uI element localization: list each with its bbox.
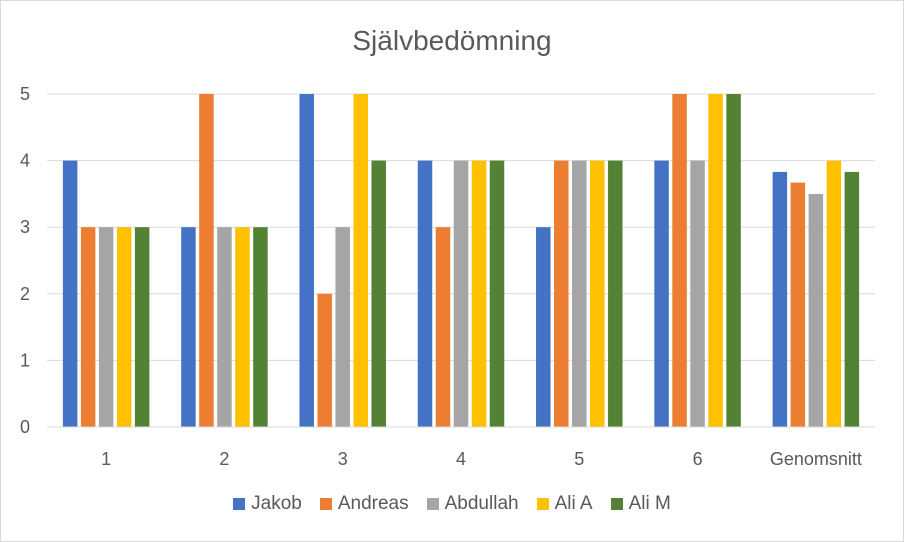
bar (299, 94, 314, 427)
legend-swatch (233, 498, 246, 510)
bar (98, 227, 114, 427)
bar (726, 94, 741, 427)
x-tick-label: 5 (574, 449, 584, 469)
bar (808, 193, 824, 427)
bar (844, 171, 860, 427)
bar (317, 293, 332, 427)
y-tick-label: 0 (20, 417, 30, 437)
y-tick-label: 4 (20, 151, 30, 171)
legend-item: Jakob (233, 493, 302, 515)
bar (235, 227, 250, 427)
x-tick-label: 6 (693, 449, 703, 469)
bar (217, 227, 232, 427)
chart-title: Självbedömning (352, 25, 552, 56)
legend-swatch (536, 498, 549, 510)
bar (672, 94, 687, 427)
bar (554, 160, 569, 427)
legend-item: Ali M (610, 493, 671, 515)
bar (134, 227, 150, 427)
bar (708, 94, 723, 427)
bar (572, 160, 587, 427)
bar (371, 160, 386, 427)
bar (253, 227, 268, 427)
bar (435, 227, 451, 427)
legend-item: Andreas (319, 493, 409, 515)
bar (536, 227, 551, 427)
bar (417, 160, 433, 427)
y-tick-label: 3 (20, 217, 30, 237)
bar (790, 182, 806, 427)
x-tick-label: 3 (338, 449, 348, 469)
bar (62, 160, 78, 427)
legend-swatch (610, 498, 623, 510)
bar (181, 227, 196, 427)
legend-swatch (426, 498, 439, 510)
legend-label: Ali M (628, 493, 671, 514)
y-tick-label: 1 (20, 350, 30, 370)
bar (654, 160, 669, 427)
legend-swatch (319, 498, 332, 510)
legend-label: Ali A (554, 493, 593, 514)
legend-item: Abdullah (426, 493, 519, 515)
x-tick-label: Genomsnitt (770, 449, 862, 469)
bar (590, 160, 605, 427)
x-tick-label: 1 (101, 449, 111, 469)
x-tick-label: 2 (219, 449, 229, 469)
y-tick-label: 2 (20, 284, 30, 304)
bar (199, 94, 214, 427)
bar (471, 160, 487, 427)
bar (608, 160, 623, 427)
bar (353, 94, 368, 427)
bar (690, 160, 705, 427)
bar (772, 171, 788, 427)
bar (80, 227, 96, 427)
x-tick-label: 4 (456, 449, 466, 469)
y-tick-label: 5 (20, 84, 30, 104)
bar (489, 160, 505, 427)
bar (116, 227, 132, 427)
legend: Jakob Andreas Abdullah Ali A Ali M (1, 493, 903, 515)
legend-label: Jakob (251, 493, 302, 514)
bar (335, 227, 350, 427)
legend-label: Abdullah (444, 493, 519, 514)
legend-item: Ali A (536, 493, 593, 515)
bar (453, 160, 469, 427)
bar (826, 160, 842, 427)
legend-label: Andreas (337, 493, 409, 514)
